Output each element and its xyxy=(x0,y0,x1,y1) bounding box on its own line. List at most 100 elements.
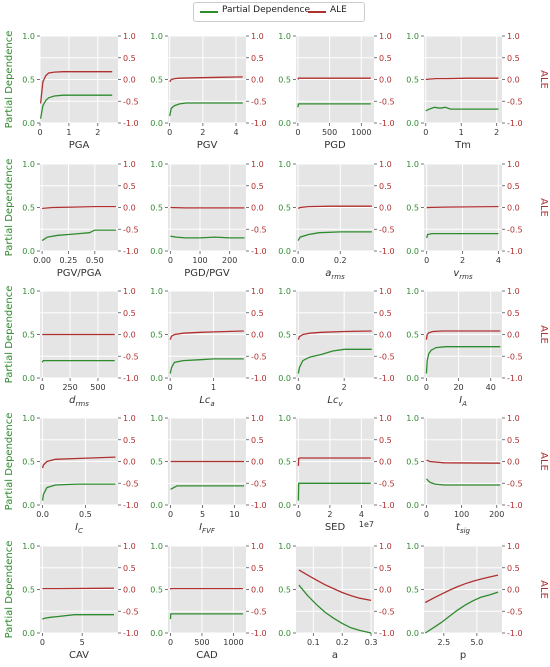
panel-19-right-tick-label: 0.5 xyxy=(379,564,392,573)
panel-4-left-tick-label: 1.0 xyxy=(406,32,419,41)
legend-pd-label: Partial Dependence xyxy=(222,5,311,15)
panel-9-right-tick-label: 0.0 xyxy=(123,331,136,340)
panel-11-right-tick-label: 0.0 xyxy=(379,331,392,340)
panel-11-right-tick-label: -0.5 xyxy=(379,352,395,361)
panel-3-right-tick-label: 0.5 xyxy=(379,54,392,63)
panel-7-ale-line xyxy=(297,205,372,209)
legend-ale-swatch xyxy=(308,11,326,13)
panel-7-x-tick-label: 0.0 xyxy=(292,256,305,265)
panel-20-x-tick-label: 5.0 xyxy=(471,638,484,647)
panel-13-pd-line xyxy=(41,483,116,501)
panel-17-right-tick-label: 0.0 xyxy=(123,586,136,595)
panel-9-right-tick-label: -0.5 xyxy=(123,352,139,361)
panel-13-left-tick-label: 0.0 xyxy=(22,501,35,510)
panel-18-right-tick-label: -1.0 xyxy=(251,629,267,638)
panel-12-xlabel: IA xyxy=(459,395,467,408)
panel-19-xlabel: a xyxy=(332,650,338,661)
panel-7-right-tick-label: 1.0 xyxy=(379,160,392,169)
panel-13-left-tick-label: 1.0 xyxy=(22,414,35,423)
panel-5-right-tick-label: 0.5 xyxy=(123,182,136,191)
panel-14-right-tick-label: -1.0 xyxy=(251,501,267,510)
panel-2-right-tick-label: 0.5 xyxy=(251,54,264,63)
panel-1-right-tick-label: -1.0 xyxy=(123,119,139,128)
panel-15-x-tick-label: 4 xyxy=(359,510,364,519)
panel-17-x-tick-label: 0 xyxy=(40,638,45,647)
panel-13-right-tick-label: 0.0 xyxy=(123,458,136,467)
panel-19-right-tick-label: 1.0 xyxy=(379,542,392,551)
panel-11-left-tick-label: 1.0 xyxy=(278,287,291,296)
panel-16-right-tick-label: 0.0 xyxy=(507,458,520,467)
panel-4-right-tick-label: 1.0 xyxy=(507,32,520,41)
panel-11-right-tick-label: 1.0 xyxy=(379,287,392,296)
panel-6-x-tick-label: 0 xyxy=(168,256,173,265)
panel-17-right-tick-label: 1.0 xyxy=(123,542,136,551)
panel-5-ale-line xyxy=(42,205,116,210)
panel-20-left-tick-label: 1.0 xyxy=(406,542,419,551)
panel-2-pd-line xyxy=(169,102,243,117)
panel-15-right-tick-label: 0.0 xyxy=(379,458,392,467)
panel-7-x-tick-label: 0.2 xyxy=(334,256,347,265)
panel-8-x-tick-label: 4 xyxy=(496,256,501,265)
panel-5-left-tick-label: 1.0 xyxy=(22,160,35,169)
panel-16-x-tick-label: 100 xyxy=(454,510,469,519)
row-4-left-axis-title: Partial Dependence xyxy=(4,413,15,511)
panel-1-right-tick-label: 0.0 xyxy=(123,76,136,85)
panel-5-right-tick-label: 1.0 xyxy=(123,160,136,169)
panel-13-xlabel: IC xyxy=(75,522,83,535)
panel-17-left-tick-label: 1.0 xyxy=(22,542,35,551)
panel-5-right-tick-label: -0.5 xyxy=(123,225,139,234)
panel-2-x-tick-label: 0 xyxy=(167,128,172,137)
panel-2-right-tick-label: 0.0 xyxy=(251,76,264,85)
panel-10-left-tick-label: 1.0 xyxy=(150,287,163,296)
panel-15-left-tick-label: 1.0 xyxy=(278,414,291,423)
panel-11-ale-line xyxy=(297,330,372,340)
panel-10-ale-line xyxy=(169,330,244,340)
panel-6-xlabel: PGD/PGV xyxy=(184,268,230,279)
panel-18-right-tick-label: 0.5 xyxy=(251,564,264,573)
panel-3-x-tick-label: 0 xyxy=(295,128,300,137)
panel-7-right-tick-label: -0.5 xyxy=(379,225,395,234)
panel-12-right-tick-label: 1.0 xyxy=(507,287,520,296)
panel-16-x-tick-label: 200 xyxy=(489,510,504,519)
panel-10-left-tick-label: 0.5 xyxy=(150,331,163,340)
panel-7-left-tick-label: 0.5 xyxy=(278,204,291,213)
panel-8-right-tick-label: 1.0 xyxy=(507,160,520,169)
panel-1-pd-line xyxy=(39,94,113,119)
panel-13-x-tick-label: 0.5 xyxy=(79,510,92,519)
panel-12-left-tick-label: 1.0 xyxy=(406,287,419,296)
panel-10-x-tick-label: 1 xyxy=(211,383,216,392)
panel-20-right-tick-label: 0.5 xyxy=(507,564,520,573)
panel-15-xlabel: SED xyxy=(325,522,346,533)
panel-11-xlabel: Lcv xyxy=(327,395,343,408)
panel-6-x-tick-label: 200 xyxy=(222,256,237,265)
panel-4-pd-line xyxy=(425,106,499,112)
panel-7-left-tick-label: 0.0 xyxy=(278,247,291,256)
panel-18-xlabel: CAD xyxy=(196,650,218,661)
panel-1-x-tick-label: 1 xyxy=(66,128,71,137)
panel-15-x-tick-label: 0 xyxy=(296,510,301,519)
panel-12-x-tick-label: 20 xyxy=(453,383,463,392)
panel-20-right-tick-label: -0.5 xyxy=(507,607,523,616)
panel-12-ale-line xyxy=(425,330,501,340)
row-3-left-axis-title: Partial Dependence xyxy=(4,286,15,384)
panel-11-left-tick-label: 0.0 xyxy=(278,374,291,383)
panel-6-right-tick-label: -0.5 xyxy=(251,225,267,234)
panel-12-right-tick-label: 0.5 xyxy=(507,309,520,318)
panel-8-x-tick-label: 2 xyxy=(460,256,465,265)
panel-14-left-tick-label: 0.5 xyxy=(150,458,163,467)
row-1-right-axis-title: ALE xyxy=(538,70,549,89)
panel-1-left-tick-label: 1.0 xyxy=(22,32,35,41)
panel-10-right-tick-label: -1.0 xyxy=(251,374,267,383)
panel-3-right-tick-label: -1.0 xyxy=(379,119,395,128)
panel-8-right-tick-label: -0.5 xyxy=(507,225,523,234)
panel-14-x-tick-label: 5 xyxy=(200,510,205,519)
panel-15-right-tick-label: -0.5 xyxy=(379,479,395,488)
panel-18-left-tick-label: 0.5 xyxy=(150,586,163,595)
panel-19-x-tick-label: 0.3 xyxy=(365,638,378,647)
panel-20-right-tick-label: -1.0 xyxy=(507,629,523,638)
panel-9-x-tick-label: 250 xyxy=(62,383,77,392)
panel-12-pd-line xyxy=(425,346,501,374)
panel-4-ale-line xyxy=(425,77,499,81)
panel-14-right-tick-label: 1.0 xyxy=(251,414,264,423)
row-5-left-axis-title: Partial Dependence xyxy=(4,541,15,639)
